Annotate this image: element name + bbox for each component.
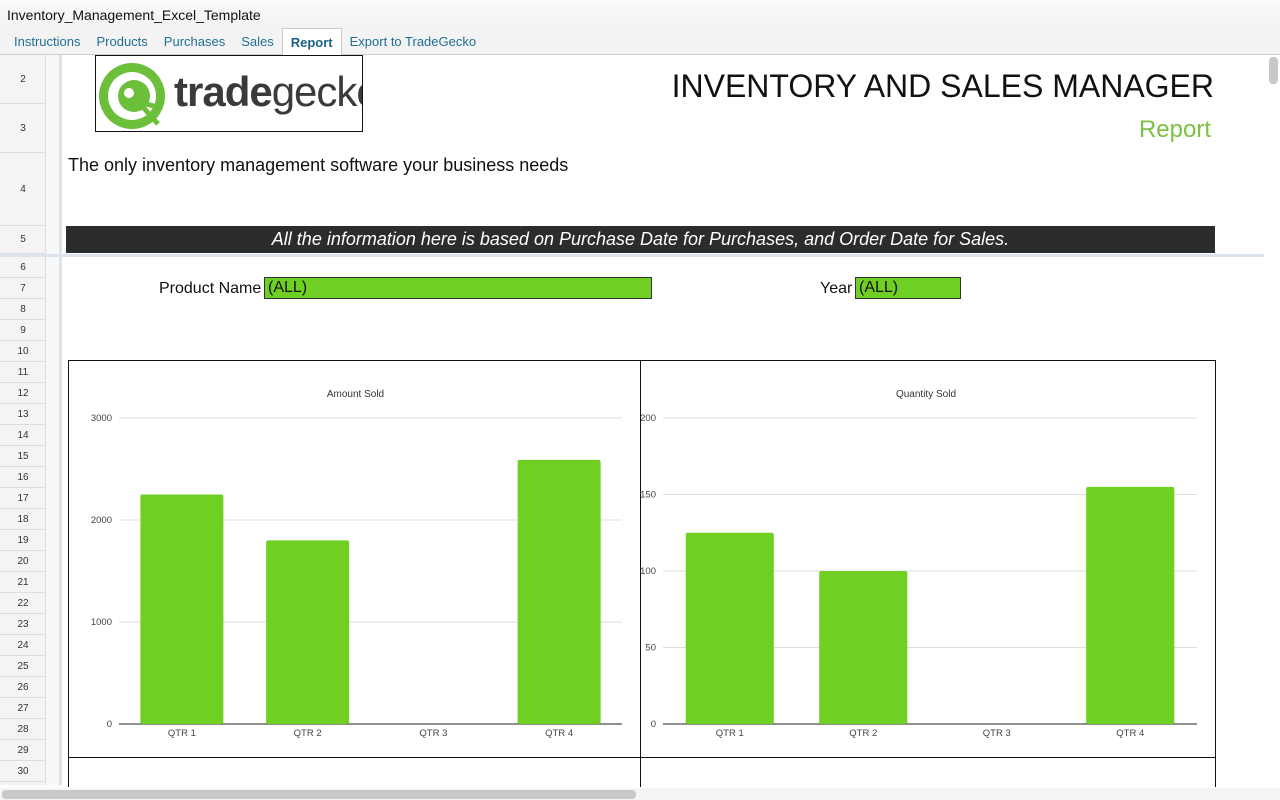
y-tick-label: 1000 [91,617,112,628]
row-header[interactable]: 28 [0,719,46,740]
bar-qtr-1 [685,532,774,724]
row-header[interactable]: 6 [0,257,46,278]
x-tick-label: QTR 4 [545,728,573,739]
horizontal-scroll-thumb[interactable] [2,790,636,799]
tradegecko-logo: tradegecko [95,55,363,132]
product-name-label: Product Name [159,280,262,297]
chart-title: Quantity Sold [896,389,956,400]
tab-instructions[interactable]: Instructions [14,34,81,49]
row-header[interactable]: 25 [0,656,46,677]
tab-export-to-tradegecko[interactable]: Export to TradeGecko [349,34,477,49]
row-header[interactable]: 13 [0,404,46,425]
logo-wordmark: tradegecko [174,68,362,115]
tab-purchases[interactable]: Purchases [163,34,226,49]
row-header[interactable]: 3 [0,104,46,153]
row-header[interactable]: 12 [0,383,46,404]
tab-products[interactable]: Products [96,34,148,49]
gecko-logo-icon [99,63,165,129]
product-name-filter[interactable]: (ALL) [264,277,652,299]
row-header[interactable]: 10 [0,341,46,362]
x-tick-label: QTR 1 [716,728,744,739]
row-header[interactable]: 20 [0,551,46,572]
row-header[interactable]: 29 [0,740,46,761]
y-tick-label: 150 [641,490,656,501]
amount-sold-svg: Amount Sold 0 1000 2000 3000 QTR 1 QTR 2 QTR 3 Q… [91,389,622,739]
row-header[interactable]: 15 [0,446,46,467]
page-subtitle: Report [1138,116,1211,143]
tagline: The only inventory management software y… [68,155,569,175]
row-header[interactable]: 9 [0,320,46,341]
row-header[interactable]: 7 [0,278,46,299]
x-tick-label: QTR 1 [168,728,196,739]
row-header[interactable]: 30 [0,761,46,782]
x-tick-label: QTR 2 [849,728,877,739]
chart-title: Amount Sold [327,389,384,400]
row-header[interactable]: 18 [0,509,46,530]
bar-qtr-4 [1086,486,1175,724]
row-header[interactable]: 11 [0,362,46,383]
row-header[interactable]: 2 [0,55,46,104]
year-label: Year [820,280,853,297]
chart-box-lower-right [640,757,1216,787]
vertical-scroll-thumb[interactable] [1269,57,1278,84]
row-header[interactable]: 14 [0,425,46,446]
page-title: INVENTORY AND SALES MANAGER [671,68,1214,104]
window-title: Inventory_Management_Excel_Template [0,0,1280,28]
y-tick-label: 0 [107,719,112,730]
row-header[interactable]: 21 [0,572,46,593]
x-tick-label: QTR 3 [419,728,447,739]
chart-box-lower-left [68,757,641,787]
row-header[interactable]: 27 [0,698,46,719]
row-header[interactable]: 17 [0,488,46,509]
row-header[interactable]: 22 [0,593,46,614]
row-header[interactable]: 16 [0,467,46,488]
quantity-sold-svg: Quantity Sold 0 50 100 150 200 QTR 1 QTR 2 QTR 3… [640,389,1197,739]
y-tick-label: 50 [645,643,656,654]
bar-qtr-2 [266,540,350,724]
tab-sales[interactable]: Sales [241,34,274,49]
y-tick-label: 3000 [91,413,112,424]
y-tick-label: 100 [641,566,656,577]
row-header[interactable]: 24 [0,635,46,656]
tab-report[interactable]: Report [281,28,342,56]
y-tick-label: 0 [651,719,656,730]
row-header[interactable]: 19 [0,530,46,551]
x-tick-label: QTR 4 [1116,728,1144,739]
row-header[interactable]: 4 [0,153,46,226]
bar-qtr-2 [819,571,908,724]
bar-qtr-4 [517,459,601,724]
bar-qtr-1 [140,494,224,724]
y-tick-label: 2000 [91,515,112,526]
year-filter[interactable]: (ALL) [855,277,961,299]
amount-sold-chart: Amount Sold 0 1000 2000 3000 QTR 1 QTR 2 QTR 3 Q… [68,360,641,758]
row-header[interactable]: 26 [0,677,46,698]
quantity-sold-chart: Quantity Sold 0 50 100 150 200 QTR 1 QTR 2 QTR 3… [640,360,1216,758]
row-header[interactable]: 23 [0,614,46,635]
info-banner: All the information here is based on Pur… [66,226,1215,253]
x-tick-label: QTR 3 [983,728,1011,739]
freeze-divider [0,254,1264,257]
sheet-tabs: Instructions Products Purchases Sales Re… [0,28,1280,56]
row-headers: 2 3 4 5 6 7 8 9 10 11 12 13 14 15 16 17 18 19 20 21 22 23 24 25… [0,55,46,785]
row-header[interactable]: 8 [0,299,46,320]
y-tick-label: 200 [641,413,656,424]
x-tick-label: QTR 2 [294,728,322,739]
column-gutter [46,55,62,785]
row-header[interactable]: 5 [0,226,46,254]
